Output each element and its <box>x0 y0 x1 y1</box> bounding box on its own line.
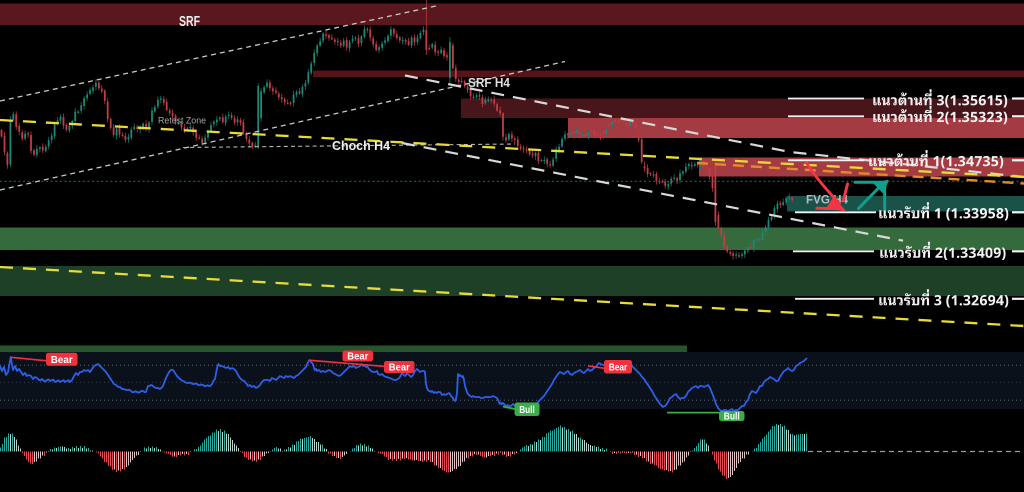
svg-text:Bull: Bull <box>724 411 740 423</box>
svg-text:Bear: Bear <box>609 361 628 373</box>
svg-text:Bear: Bear <box>347 351 368 363</box>
svg-text:SRF: SRF <box>179 13 200 30</box>
svg-text:Bull: Bull <box>519 404 535 416</box>
svg-text:Bear: Bear <box>389 362 410 374</box>
svg-text:SRF H4: SRF H4 <box>468 75 511 90</box>
svg-text:Retest Zone: Retest Zone <box>158 116 206 127</box>
svg-text:Choch H4: Choch H4 <box>332 138 391 153</box>
svg-text:Bear: Bear <box>51 354 73 366</box>
